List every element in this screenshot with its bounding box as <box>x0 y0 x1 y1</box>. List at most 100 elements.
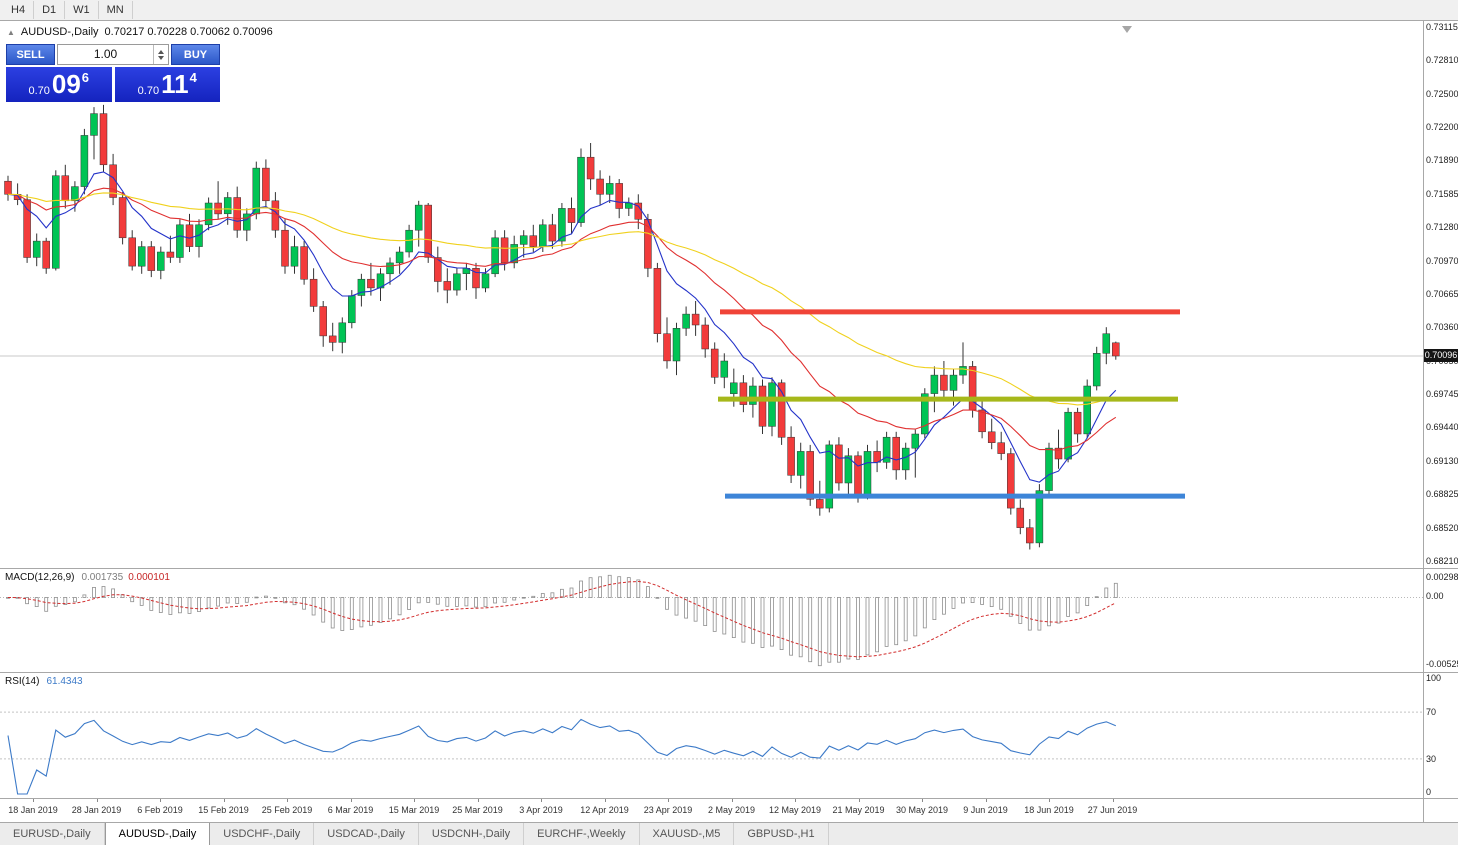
date-tick <box>1112 799 1114 802</box>
date-tick <box>160 799 161 802</box>
rsi-name: RSI(14) <box>5 676 40 687</box>
current-price-marker: 0.70096 <box>1424 349 1458 363</box>
date-tick <box>922 799 923 802</box>
price-axis[interactable]: 0.70096 0.73115 0.72810 0.72500 0.72200 0.71… <box>1423 21 1458 568</box>
date-axis-label: 2 May 2019 <box>707 805 756 815</box>
chart-title: ▲ AUDUSD-,Daily 0.70217 0.70228 0.70062 … <box>7 26 273 38</box>
macd-main-value: 0.001735 <box>81 572 124 583</box>
date-tick <box>541 799 542 802</box>
macd-signal-value: 0.000101 <box>128 572 170 583</box>
price-axis-label: 0.70360 <box>1426 322 1458 333</box>
chart-shift-marker-icon <box>1122 26 1132 33</box>
sell-button[interactable]: SELL <box>6 44 55 65</box>
rsi-axis: 100 70 30 0 <box>1423 673 1458 798</box>
date-axis-label: 6 Feb 2019 <box>137 805 183 815</box>
date-tick <box>287 799 288 802</box>
tab-xauusd-m5[interactable]: XAUUSD-,M5 <box>640 823 735 845</box>
tab-eurusd-daily[interactable]: EURUSD-,Daily <box>0 823 105 845</box>
date-tick <box>414 799 415 802</box>
price-axis-label: 0.68520 <box>1426 522 1458 533</box>
volume-spinner[interactable] <box>153 45 168 64</box>
timeframe-button-w1[interactable]: W1 <box>65 1 99 19</box>
date-axis-label: 27 Jun 2019 <box>1087 805 1138 815</box>
timeframe-button-h4[interactable]: H4 <box>3 1 35 19</box>
chart-ohlc-values: 0.70217 0.70228 0.70062 0.70096 <box>104 26 273 38</box>
tab-usdcad-daily[interactable]: USDCAD-,Daily <box>314 823 419 845</box>
macd-axis-label: 0.00 <box>1426 591 1444 602</box>
price-axis-label: 0.70970 <box>1426 255 1458 266</box>
date-axis-label: 18 Jun 2019 <box>1024 805 1074 815</box>
date-tick <box>795 799 796 802</box>
date-tick <box>33 799 34 802</box>
rsi-svg <box>0 711 1423 795</box>
date-tick <box>350 799 352 802</box>
sell-price-pip: 6 <box>81 70 90 85</box>
price-chart-pane: ▲ AUDUSD-,Daily 0.70217 0.70228 0.70062 … <box>0 21 1458 568</box>
timeframe-button-d1[interactable]: D1 <box>34 1 66 19</box>
price-axis-label: 0.69440 <box>1426 422 1458 433</box>
date-tick <box>604 799 606 802</box>
price-axis-label: 0.72200 <box>1426 121 1458 132</box>
buy-button[interactable]: BUY <box>171 44 220 65</box>
tab-eurchf-weekly[interactable]: EURCHF-,Weekly <box>524 823 640 845</box>
date-axis-label: 12 May 2019 <box>768 805 822 815</box>
price-axis-label: 0.71280 <box>1426 221 1458 232</box>
spinner-up-icon[interactable] <box>158 49 164 54</box>
rsi-indicator-chart[interactable]: RSI(14) 61.4343 <box>0 673 1423 798</box>
date-axis-label: 12 Apr 2019 <box>580 805 629 815</box>
macd-axis-label: -0.00525 <box>1426 659 1458 669</box>
macd-axis: 0.002984 0.00 -0.00525 <box>1423 569 1458 672</box>
rsi-axis-label: 100 <box>1426 673 1442 683</box>
price-axis-label: 0.73115 <box>1426 21 1458 32</box>
tab-usdchf-daily[interactable]: USDCHF-,Daily <box>210 823 315 845</box>
date-tick <box>731 799 733 802</box>
sell-price-big: 09 <box>51 69 81 99</box>
rsi-axis-label: 30 <box>1426 753 1437 764</box>
date-tick <box>668 799 669 802</box>
macd-name: MACD(12,26,9) <box>5 572 75 583</box>
date-axis-label: 21 May 2019 <box>832 805 885 815</box>
rsi-pane: RSI(14) 61.4343 100 70 30 0 <box>0 672 1458 798</box>
price-axis-label: 0.69130 <box>1426 456 1458 467</box>
sell-price-prefix: 0.70 <box>28 85 50 97</box>
timeframe-button-mn[interactable]: MN <box>99 1 133 19</box>
timeframe-toolbar: H4 D1 W1 MN <box>0 0 1458 21</box>
macd-indicator-chart[interactable]: MACD(12,26,9) 0.001735 0.000101 <box>0 569 1423 672</box>
tab-audusd-daily[interactable]: AUDUSD-,Daily <box>104 823 211 845</box>
date-tick <box>1049 799 1050 802</box>
rsi-axis-label: 0 <box>1426 787 1432 797</box>
volume-input[interactable]: 1.00 <box>57 44 169 65</box>
price-axis-label: 0.72810 <box>1426 55 1458 66</box>
date-axis-label: 23 Apr 2019 <box>643 805 693 815</box>
buy-price-prefix: 0.70 <box>137 85 160 97</box>
date-tick <box>223 799 225 802</box>
price-axis-label: 0.71890 <box>1426 155 1458 166</box>
macd-svg <box>0 574 1423 667</box>
date-tick <box>985 799 987 802</box>
date-axis-label: 25 Feb 2019 <box>261 805 313 815</box>
price-axis-label: 0.70665 <box>1426 288 1458 299</box>
date-axis[interactable]: 18 Jan 2019 28 Jan 2019 6 Feb 2019 15 Feb 2… <box>0 799 1423 822</box>
tab-gbpusd-h1[interactable]: GBPUSD-,H1 <box>734 823 829 845</box>
spinner-down-icon[interactable] <box>158 55 164 60</box>
price-axis-label: 0.68210 <box>1426 556 1458 567</box>
price-axis-label: 0.68825 <box>1426 489 1458 500</box>
candlestick-chart[interactable]: ▲ AUDUSD-,Daily 0.70217 0.70228 0.70062 … <box>0 21 1423 568</box>
date-tick <box>477 799 479 802</box>
date-axis-label: 30 May 2019 <box>895 805 949 815</box>
volume-value: 1.00 <box>93 47 118 61</box>
sell-price[interactable]: 0.70 09 6 <box>6 67 112 102</box>
rsi-axis-label: 70 <box>1426 707 1437 718</box>
price-axis-label: 0.71585 <box>1426 188 1458 199</box>
panel-collapse-icon[interactable]: ▲ <box>7 27 15 37</box>
date-axis-row: 18 Jan 2019 28 Jan 2019 6 Feb 2019 15 Feb 2… <box>0 798 1458 822</box>
date-axis-label: 15 Feb 2019 <box>198 805 249 815</box>
tab-usdcnh-daily[interactable]: USDCNH-,Daily <box>419 823 525 845</box>
date-axis-label: 28 Jan 2019 <box>71 805 122 815</box>
buy-price[interactable]: 0.70 11 4 <box>114 67 220 102</box>
candlestick-svg <box>0 104 1423 550</box>
chart-tab-bar: EURUSD-,Daily AUDUSD-,Daily USDCHF-,Daily U… <box>0 822 1458 845</box>
date-tick <box>858 799 860 802</box>
macd-label: MACD(12,26,9) 0.001735 0.000101 <box>5 572 170 583</box>
